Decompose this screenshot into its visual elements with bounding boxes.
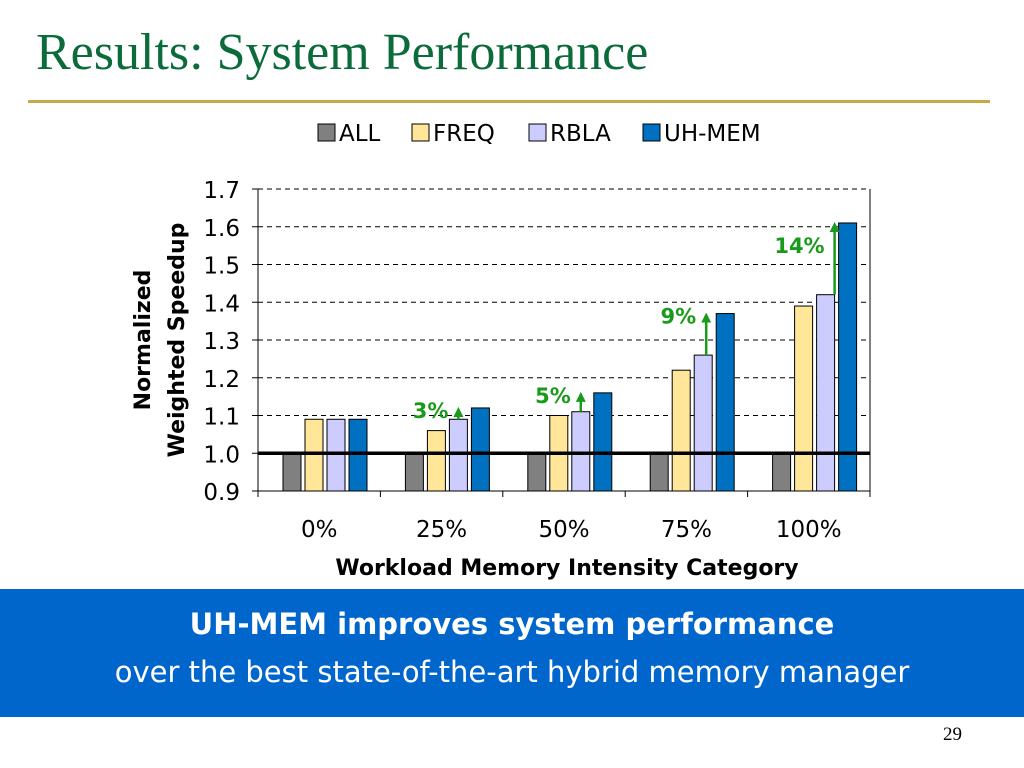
- x-axis-label: Workload Memory Intensity Category: [335, 556, 798, 581]
- y-tick-label: 1.5: [203, 254, 240, 280]
- annotation-label: 9%: [661, 305, 697, 329]
- bar-freq-0: [304, 418, 324, 492]
- legend-label-rbla: RBLA: [550, 121, 611, 147]
- legend-swatch-all: [317, 123, 336, 142]
- y-tick-label: 0.9: [203, 480, 240, 506]
- title-divider: [28, 100, 990, 103]
- y-axis-label-line2: Weighted Speedup: [165, 223, 190, 458]
- takeaway-banner: UH-MEM improves system performance over …: [0, 589, 1024, 717]
- x-tick-label: 100%: [776, 517, 842, 543]
- bar-rbla-2: [571, 411, 591, 492]
- y-tick-label: 1.2: [203, 367, 240, 393]
- bar-all-4: [772, 452, 792, 492]
- legend-label-all: ALL: [339, 121, 381, 147]
- bar-freq-4: [794, 305, 814, 492]
- bar-chart: 0.9 1.0 1.1 1.2 1.3 1.4 1.5 1.6 1.7 0% 25% 50% 75% 10…: [131, 121, 871, 581]
- y-tick-label: 1.1: [203, 405, 240, 431]
- bar-all-2: [527, 452, 547, 492]
- bar-rbla-1: [448, 418, 468, 492]
- y-tick-label: 1.4: [203, 291, 240, 317]
- x-tick-label: 25%: [416, 517, 467, 543]
- legend-swatch-freq: [411, 123, 430, 142]
- bar-rbla-3: [693, 354, 713, 492]
- bar-freq-1: [426, 430, 446, 492]
- annotation-label: 3%: [413, 399, 449, 423]
- legend-swatch-uh-mem: [642, 123, 661, 142]
- y-tick-label: 1.7: [203, 178, 240, 204]
- legend-swatch-rbla: [528, 123, 547, 142]
- takeaway-subline: over the best state-of-the-art hybrid me…: [114, 655, 910, 689]
- slide-title: Results: System Performance: [36, 24, 649, 81]
- y-tick-label: 1.3: [203, 329, 240, 355]
- annotation-label: 14%: [774, 234, 824, 258]
- bar-rbla-0: [326, 418, 346, 492]
- bar-freq-3: [671, 369, 691, 492]
- bar-uh-mem-3: [715, 313, 735, 492]
- takeaway-headline: UH-MEM improves system performance: [189, 607, 835, 641]
- annotation-label: 5%: [535, 384, 571, 408]
- y-tick-label: 1.0: [203, 442, 240, 468]
- bar-all-1: [404, 452, 424, 492]
- legend-label-freq: FREQ: [433, 121, 495, 147]
- x-tick-label: 0%: [301, 517, 338, 543]
- bar-uh-mem-0: [348, 418, 368, 492]
- y-axis-label-line1: Normalized: [131, 270, 156, 411]
- bar-uh-mem-1: [470, 407, 490, 492]
- y-tick-label: 1.6: [203, 216, 240, 242]
- bar-uh-mem-2: [593, 392, 613, 492]
- x-tick-label: 75%: [661, 517, 712, 543]
- x-tick-label: 50%: [538, 517, 589, 543]
- legend-label-uh-mem: UH-MEM: [664, 121, 761, 147]
- bar-uh-mem-4: [838, 222, 858, 492]
- bar-all-0: [282, 452, 302, 492]
- bar-rbla-4: [816, 294, 836, 492]
- bar-all-3: [649, 452, 669, 492]
- page-number: 29: [943, 724, 962, 745]
